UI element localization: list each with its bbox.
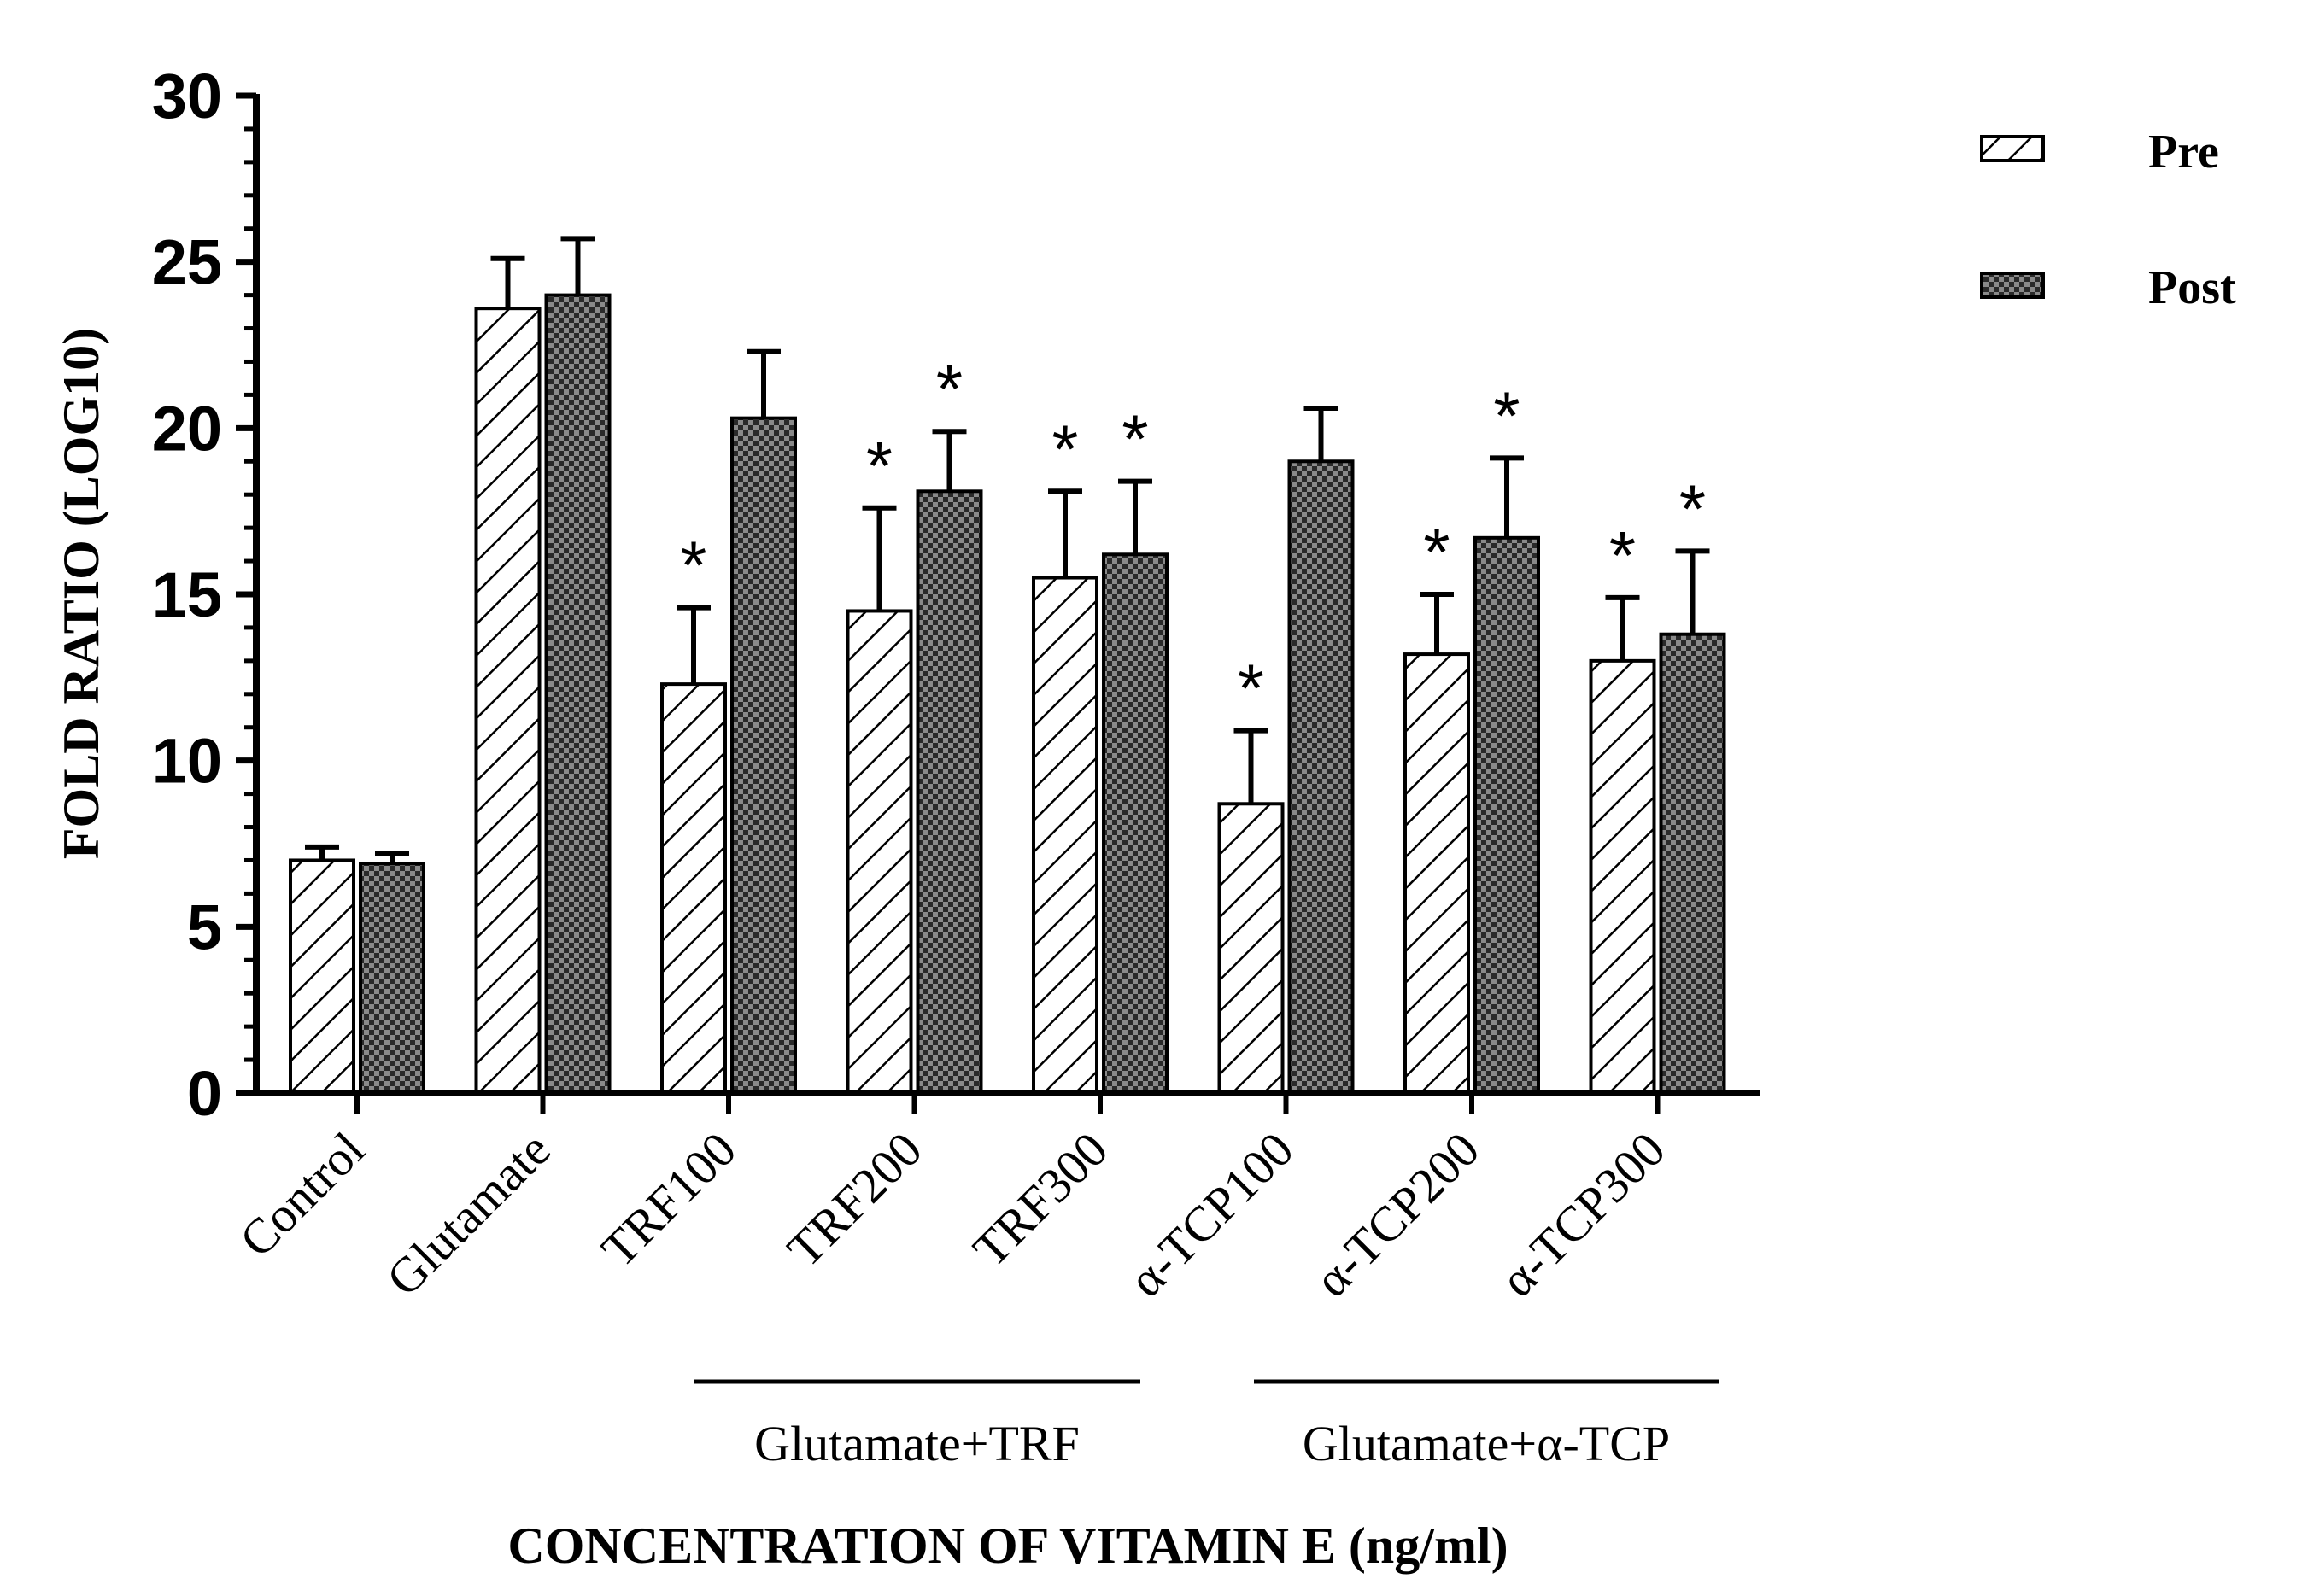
category-label: α-TCP100 — [1118, 1121, 1304, 1307]
bar-post — [544, 293, 612, 1096]
y-ticks: 0 5 10 15 20 25 30 — [152, 61, 256, 1129]
bar-pre — [474, 307, 542, 1095]
y-tick-label: 10 — [152, 726, 222, 797]
y-tick-label: 25 — [152, 227, 222, 298]
y-tick-label: 20 — [152, 393, 222, 464]
bar-post — [359, 862, 425, 1095]
category-label: Glutamate — [376, 1121, 561, 1307]
bar-pre — [1217, 802, 1285, 1096]
group-label: Glutamate+α-TCP — [1303, 1416, 1670, 1471]
bar-post — [1287, 459, 1355, 1095]
bar-pre — [289, 858, 355, 1095]
significance-star: * — [1679, 471, 1706, 547]
category-label: Control — [229, 1121, 375, 1267]
significance-markers-layer: * * * * * * * * * * — [680, 351, 1706, 726]
group-label: Glutamate+TRF — [754, 1416, 1080, 1471]
bar-post — [1659, 632, 1726, 1095]
legend-swatch-pre — [1980, 135, 2045, 162]
x-ticks: Control Glutamate TRF100 TRF200 TRF300 α-TCP1… — [229, 1093, 1676, 1307]
bar-post — [730, 416, 797, 1095]
significance-star: * — [1238, 651, 1264, 727]
bar-post — [1102, 552, 1169, 1095]
bar-post — [1473, 535, 1540, 1095]
legend-label-pre: Pre — [2148, 126, 2219, 178]
bar-pre — [1403, 652, 1470, 1095]
y-tick-label: 5 — [187, 892, 222, 962]
legend-label-post: Post — [2148, 261, 2236, 314]
significance-star: * — [1122, 401, 1148, 477]
significance-star: * — [1609, 517, 1636, 593]
significance-star: * — [1423, 514, 1450, 590]
category-label: TRF300 — [962, 1121, 1118, 1277]
group-brackets: Glutamate+TRF Glutamate+α-TCP — [694, 1379, 1719, 1471]
y-tick-label: 30 — [152, 61, 222, 132]
error-bars-layer — [305, 236, 1710, 864]
bar-pre — [846, 609, 913, 1095]
legend: Pre Post — [1980, 126, 2236, 314]
significance-star: * — [1493, 377, 1520, 453]
bar-pre — [660, 682, 727, 1095]
category-label: α-TCP200 — [1303, 1121, 1490, 1307]
bar-pre — [1589, 658, 1656, 1095]
significance-star: * — [1051, 411, 1078, 487]
category-label: TRF100 — [590, 1121, 747, 1277]
legend-swatch-post — [1980, 272, 2045, 299]
significance-star: * — [866, 428, 893, 504]
category-label: TRF200 — [776, 1121, 933, 1277]
y-axis-title: FOLD RATIO (LOG10) — [53, 328, 109, 859]
y-tick-label: 15 — [152, 559, 222, 630]
y-tick-label: 0 — [187, 1058, 222, 1129]
x-axis-title: CONCENTRATION OF VITAMIN E (ng/ml) — [507, 1517, 1508, 1574]
bar-post — [916, 489, 983, 1095]
significance-star: * — [680, 528, 706, 604]
significance-star: * — [936, 351, 963, 427]
category-label: α-TCP300 — [1490, 1121, 1676, 1307]
bar-pre — [1032, 576, 1098, 1095]
